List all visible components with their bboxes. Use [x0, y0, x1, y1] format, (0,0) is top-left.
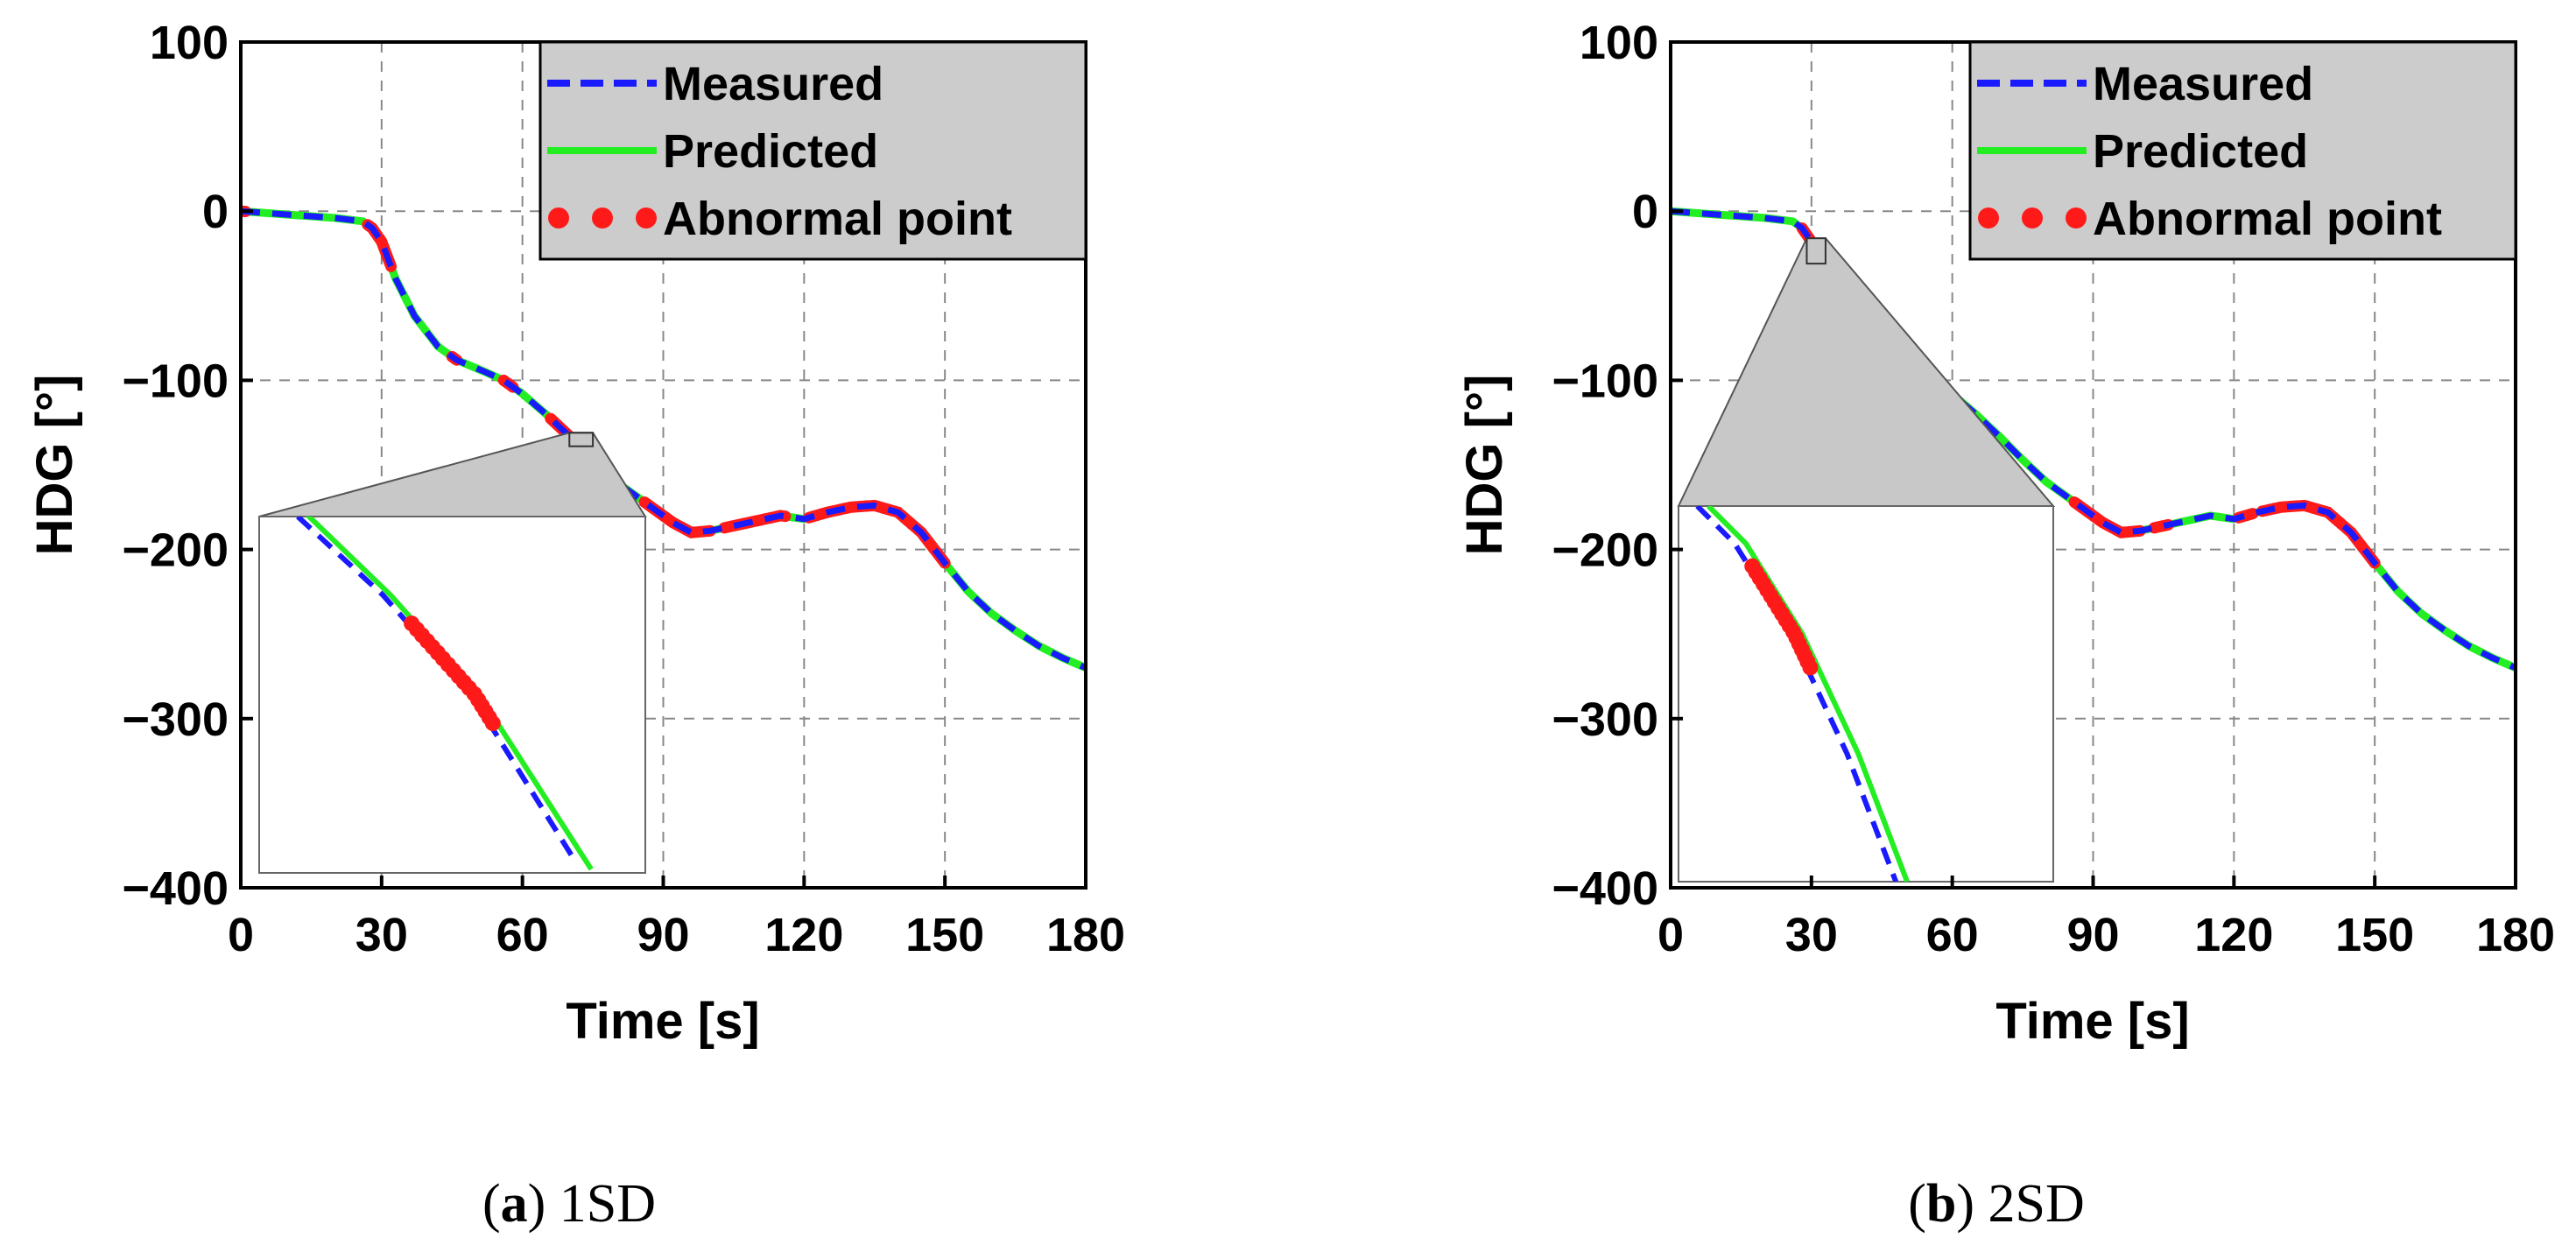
y-tick-label: 100 — [150, 17, 229, 69]
x-tick-label: 90 — [2066, 909, 2119, 961]
legend-label-predicted-a: Predicted — [663, 125, 878, 178]
y-ticks-b: 100 0 −100 −200 −300 −400 — [1552, 17, 1683, 915]
inset-measured-line — [1695, 506, 1899, 882]
y-axis-title-b: HDG [°] — [1456, 375, 1513, 556]
legend-a: Measured Predicted Abnormal point — [538, 40, 1087, 261]
x-tick-label: 60 — [1926, 909, 1979, 961]
x-tick-label: 30 — [355, 909, 408, 961]
legend-label-measured-b: Measured — [2093, 58, 2313, 110]
legend-label-predicted-b: Predicted — [2093, 125, 2308, 178]
caption-letter-a: a — [501, 1174, 528, 1234]
x-tick-label: 0 — [1658, 909, 1684, 961]
legend-swatch-abnormal-a-1 — [548, 208, 569, 229]
inset-frame — [258, 516, 646, 874]
caption-text-a: 1SD — [560, 1174, 656, 1234]
caption-b: (b) 2SD — [1908, 1174, 2085, 1234]
x-tick-label: 90 — [637, 909, 689, 961]
x-tick-label: 0 — [228, 909, 254, 961]
y-tick-label: −400 — [1552, 862, 1658, 915]
zoom-region-box — [1805, 237, 1826, 265]
inset-abnormal-dot — [1802, 659, 1819, 676]
legend-swatch-abnormal-b-1 — [1978, 208, 1999, 229]
y-tick-label: −300 — [122, 693, 229, 746]
x-axis-title-a: Time [s] — [566, 993, 759, 1050]
y-ticks-a: 100 0 −100 −200 −300 −400 — [122, 17, 253, 915]
x-tick-label: 30 — [1785, 909, 1838, 961]
chart-panel-b: 100 0 −100 −200 −300 −400 0 30 60 90 120 150 180 Me… — [1456, 17, 2555, 1234]
y-tick-label: −400 — [122, 862, 229, 915]
legend-label-measured-a: Measured — [663, 58, 883, 110]
legend-swatch-abnormal-a-2 — [592, 208, 613, 229]
y-tick-label: −300 — [1552, 693, 1658, 746]
y-tick-label: −200 — [122, 524, 229, 577]
y-axis-title-a: HDG [°] — [26, 375, 83, 556]
legend-swatch-abnormal-b-2 — [2022, 208, 2043, 229]
series-group-a — [241, 205, 1086, 672]
inset-connector — [1677, 237, 2056, 507]
x-axis-title-b: Time [s] — [1995, 993, 2189, 1050]
y-tick-label: −100 — [1552, 355, 1658, 407]
y-tick-label: −200 — [1552, 524, 1658, 577]
inset-plot — [296, 517, 594, 871]
legend-swatch-abnormal-a-3 — [636, 208, 657, 229]
y-tick-label: −100 — [122, 355, 229, 407]
legend-swatch-abnormal-b-3 — [2066, 208, 2087, 229]
series-abnormal-segment — [2256, 499, 2381, 569]
inset-b — [1677, 237, 2056, 883]
zoom-region-box — [568, 432, 595, 447]
legend-label-abnormal-b: Abnormal point — [2093, 193, 2442, 245]
y-tick-label: 0 — [202, 186, 229, 238]
x-tick-label: 180 — [1046, 909, 1125, 961]
legend-label-abnormal-a: Abnormal point — [663, 193, 1012, 245]
inset-abnormal-dot — [484, 715, 501, 732]
x-ticks-a: 0 30 60 90 120 150 180 — [228, 876, 1125, 961]
y-tick-label: 100 — [1580, 17, 1658, 69]
inset-a — [258, 432, 647, 874]
inset-connector — [258, 432, 647, 517]
x-tick-label: 180 — [2476, 909, 2555, 961]
x-tick-label: 60 — [496, 909, 549, 961]
series-measured-line — [241, 208, 1086, 672]
x-tick-label: 120 — [2194, 909, 2273, 961]
caption-a: (a) 1SD — [482, 1174, 656, 1234]
chart-panel-a: 100 0 −100 −200 −300 −400 0 30 60 90 120 150 180 Me… — [26, 17, 1125, 1234]
x-ticks-b: 0 30 60 90 120 150 180 — [1658, 876, 2555, 961]
y-tick-label: 0 — [1632, 186, 1658, 238]
caption-text-b: 2SD — [1988, 1174, 2085, 1234]
x-tick-label: 120 — [764, 909, 843, 961]
x-tick-label: 150 — [2335, 909, 2414, 961]
x-tick-label: 150 — [905, 909, 984, 961]
caption-letter-b: b — [1926, 1174, 1956, 1234]
legend-b: Measured Predicted Abnormal point — [1968, 40, 2517, 261]
inset-plot — [1695, 506, 1910, 882]
inset-frame — [1678, 505, 2054, 883]
